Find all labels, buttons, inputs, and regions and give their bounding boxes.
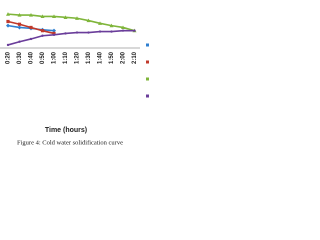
point: [40, 14, 45, 19]
point: [121, 29, 125, 32]
x-tick-label: 1:40: [98, 51, 104, 64]
x-tick-label: 1:20: [75, 51, 81, 64]
x-axis-label: Time (hours): [45, 127, 87, 134]
point: [87, 31, 90, 34]
point: [29, 13, 33, 17]
x-tick-label: 0:50: [40, 51, 46, 64]
point: [64, 32, 67, 35]
point: [6, 23, 10, 28]
legend-swatch: [146, 43, 149, 47]
chart: Time (hours) Figure 4: Cold water solidi…: [0, 12, 149, 146]
point: [98, 30, 102, 33]
x-tick-label: 1:10: [63, 51, 69, 64]
point: [52, 31, 56, 36]
point: [121, 25, 125, 30]
point: [109, 23, 114, 28]
point: [75, 16, 79, 20]
point: [52, 14, 56, 19]
point: [110, 30, 113, 33]
point: [18, 40, 21, 43]
caption: Figure 4: Cold water solidification curv…: [17, 139, 123, 146]
point: [6, 19, 10, 24]
x-tick-label: 0:20: [6, 51, 12, 64]
x-tick-label: 1:30: [86, 51, 92, 64]
point: [98, 21, 102, 25]
x-tick-label: 0:30: [17, 51, 23, 64]
legend-swatch: [146, 77, 149, 81]
point: [29, 37, 33, 41]
series-line: [7, 29, 135, 46]
point: [86, 18, 91, 23]
x-tick-label: 1:00: [52, 51, 58, 64]
point: [52, 28, 56, 33]
x-tick-label: 1:50: [109, 51, 115, 64]
x-tick-label: 0:40: [29, 51, 35, 64]
legend-swatch: [146, 60, 149, 64]
point: [17, 25, 22, 30]
x-tick-label: 2:10: [132, 51, 138, 64]
legend-swatch: [146, 94, 149, 98]
point: [6, 43, 10, 47]
point: [52, 33, 56, 37]
point: [63, 15, 68, 19]
point: [41, 34, 44, 37]
point: [17, 22, 22, 26]
point: [29, 25, 33, 30]
point: [6, 12, 10, 16]
point: [133, 29, 136, 32]
point: [17, 13, 22, 17]
point: [75, 31, 79, 34]
point: [40, 29, 45, 33]
series-line: [7, 13, 135, 32]
x-tick-label: 2:00: [121, 51, 127, 64]
